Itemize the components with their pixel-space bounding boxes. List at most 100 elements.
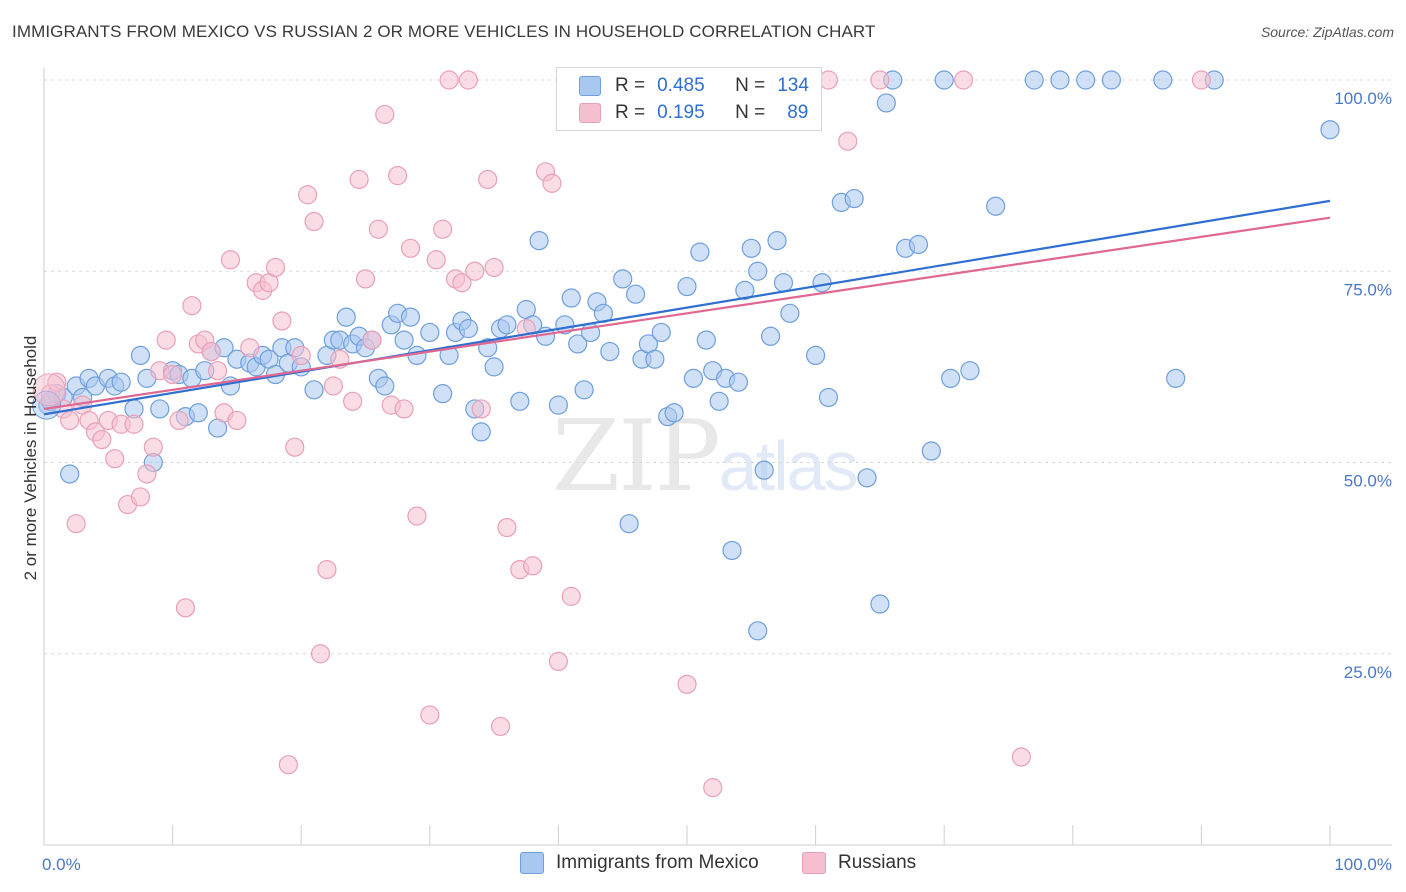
point-russians — [272, 311, 292, 331]
point-mexico — [696, 330, 716, 350]
point-mexico — [908, 234, 929, 255]
point-russians — [490, 716, 511, 737]
point-mexico — [433, 384, 453, 404]
point-russians — [143, 437, 163, 457]
point-mexico — [400, 307, 421, 327]
point-russians — [439, 70, 459, 90]
point-mexico — [645, 349, 665, 369]
point-mexico — [857, 468, 877, 488]
point-russians — [870, 70, 890, 90]
point-mexico — [805, 345, 826, 365]
point-russians — [388, 166, 408, 186]
watermark: ZIPatlas — [552, 400, 859, 514]
point-russians — [426, 250, 446, 270]
trend-layer — [43, 199, 1331, 416]
point-mexico — [1076, 70, 1096, 90]
point-mexico — [375, 376, 395, 396]
series-legend-russians: Russians — [802, 852, 916, 874]
point-russians — [433, 219, 453, 239]
point-russians — [838, 131, 858, 151]
point-russians — [265, 257, 286, 278]
point-russians — [368, 219, 388, 239]
y-tick-label: 75.0% — [1344, 280, 1392, 299]
point-mexico — [818, 387, 839, 408]
point-mexico — [336, 307, 356, 327]
legend-row-mexico: R = 0.485 N = 134 — [579, 74, 809, 98]
point-mexico — [741, 238, 761, 258]
point-russians — [304, 211, 324, 232]
point-russians — [317, 559, 337, 580]
point-mexico — [497, 315, 517, 335]
point-mexico — [941, 368, 961, 388]
legend-row-russians: R = 0.195 N = 89 — [579, 101, 808, 125]
point-russians — [227, 410, 247, 431]
point-mexico — [1050, 70, 1070, 90]
point-mexico — [735, 280, 755, 300]
point-mexico — [561, 288, 581, 308]
point-mexico — [304, 380, 324, 400]
point-russians — [278, 755, 298, 775]
y-axis-label: 2 or more Vehicles in Household — [21, 336, 40, 581]
point-mexico — [1024, 70, 1044, 90]
point-mexico — [188, 403, 208, 423]
point-russians — [66, 514, 86, 534]
point-mexico — [471, 422, 491, 442]
point-russians — [497, 517, 517, 538]
point-russians — [478, 169, 498, 190]
point-mexico — [600, 341, 620, 362]
series-swatch-mexico — [520, 852, 544, 874]
point-russians — [169, 410, 189, 431]
series-swatch-russians — [802, 852, 826, 874]
point-mexico — [780, 303, 800, 323]
series-name-russians: Russians — [838, 852, 917, 873]
point-mexico — [613, 269, 633, 289]
point-russians — [130, 487, 151, 507]
point-mexico — [767, 231, 787, 251]
point-russians — [182, 296, 202, 316]
point-russians — [240, 338, 260, 358]
point-russians — [291, 345, 311, 365]
point-russians — [163, 364, 183, 385]
series-legend: Immigrants from Mexico Russians — [0, 852, 1406, 878]
point-russians — [137, 464, 157, 484]
point-mexico — [1320, 120, 1340, 140]
legend-swatch-mexico — [579, 76, 601, 96]
point-russians — [343, 391, 363, 411]
legend-r-russians: 0.195 — [657, 102, 705, 123]
point-russians — [561, 586, 581, 606]
legend-r-mexico: 0.485 — [657, 75, 705, 96]
point-mexico — [664, 403, 684, 423]
point-mexico — [420, 322, 440, 343]
point-mexico — [484, 357, 504, 377]
point-mexico — [1166, 368, 1186, 388]
point-mexico — [748, 261, 768, 281]
point-russians — [32, 373, 66, 407]
point-mexico — [510, 391, 530, 411]
point-russians — [548, 651, 569, 672]
point-mexico — [619, 514, 639, 534]
point-russians — [285, 437, 305, 457]
legend-n-label: N = — [735, 75, 766, 96]
point-russians — [465, 261, 485, 281]
point-russians — [677, 674, 697, 694]
point-mexico — [870, 594, 890, 614]
point-mexico — [748, 621, 768, 641]
y-tick-label: 50.0% — [1344, 472, 1392, 491]
watermark-zip: ZIP — [552, 400, 721, 514]
point-russians — [1191, 70, 1212, 90]
point-mexico — [458, 319, 478, 339]
point-mexico — [1153, 70, 1173, 90]
point-russians — [220, 250, 241, 270]
point-russians — [523, 556, 543, 576]
watermark-atlas: atlas — [718, 427, 859, 505]
trend-line-mexico — [43, 199, 1331, 416]
point-mexico — [921, 441, 941, 461]
chart-title: IMMIGRANTS FROM MEXICO VS RUSSIAN 2 OR M… — [12, 22, 876, 41]
point-russians — [452, 273, 472, 293]
point-mexico — [60, 464, 80, 484]
point-mexico — [844, 188, 864, 209]
point-russians — [471, 399, 491, 419]
series-legend-mexico: Immigrants from Mexico — [520, 852, 759, 874]
point-mexico — [812, 273, 832, 293]
